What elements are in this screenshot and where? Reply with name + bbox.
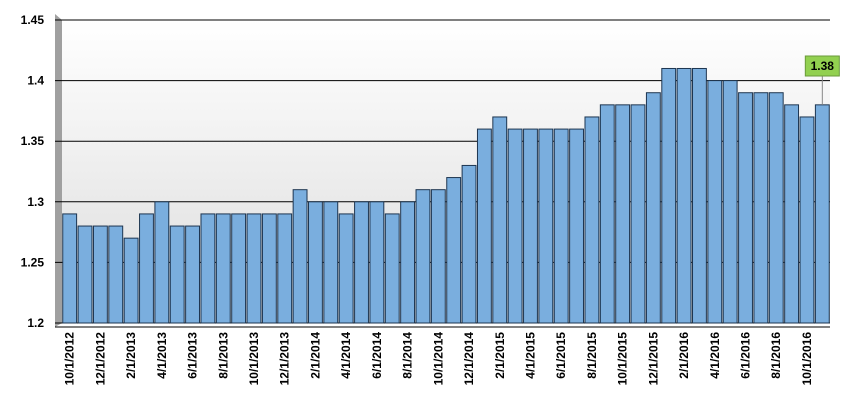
bar [492,116,508,324]
x-tick-label: 12/1/2012 [93,332,107,386]
bar [784,104,800,324]
bar [707,80,723,324]
x-tick-label: 6/1/2015 [554,332,568,379]
bar [292,189,308,324]
x-tick-label: 4/1/2013 [155,332,169,379]
x-tick-label: 10/1/2012 [63,332,77,386]
bar [231,213,247,324]
y-tick-label: 1.3 [27,195,44,209]
bar [215,213,231,324]
x-tick-label: 8/1/2016 [769,332,783,379]
x-tick-label: 6/1/2013 [186,332,200,379]
bar [553,128,569,324]
bar [108,225,124,324]
bar [661,67,677,324]
bar [139,213,154,324]
bar [676,67,692,324]
bar [584,116,600,324]
data-label: 1.38 [811,59,835,73]
bar [645,92,661,324]
x-tick-label: 8/1/2013 [216,332,230,379]
bar [415,189,431,324]
bar [615,104,631,324]
bar [722,80,738,324]
x-tick-label: 8/1/2014 [401,332,415,379]
x-tick-label: 10/1/2016 [800,332,814,386]
bar [400,201,416,324]
x-tick-label: 2/1/2014 [308,332,322,379]
x-tick-label: 4/1/2014 [339,332,353,379]
bar [169,225,185,324]
bar [538,128,554,324]
bar [384,213,400,324]
bar [354,201,369,324]
x-tick-label: 10/1/2015 [616,332,630,386]
bar [246,213,262,324]
bar [599,104,615,324]
bar [569,128,584,324]
bar [185,225,200,324]
data-label-box [804,55,840,77]
bar [753,92,769,324]
x-tick-label: 4/1/2015 [523,332,537,379]
x-tick-label: 12/1/2015 [646,332,660,386]
bar [430,189,446,324]
bar [92,225,108,324]
bar [738,92,753,324]
bar [523,128,538,324]
bar [323,201,339,324]
bar [277,213,293,324]
bar [799,116,815,324]
x-tick-label: 2/1/2015 [493,332,507,379]
y-tick-label: 1.35 [21,134,45,148]
axis-wall [55,14,62,327]
bar [62,213,78,324]
y-tick-label: 1.45 [21,13,45,27]
x-tick-label: 2/1/2016 [677,332,691,379]
x-tick-label: 6/1/2014 [370,332,384,379]
bar [308,201,323,324]
bar [77,225,93,324]
bar [369,201,385,324]
bar [154,201,170,324]
bar [261,213,277,324]
y-tick-label: 1.4 [27,74,44,88]
x-tick-label: 12/1/2014 [462,332,476,386]
bar [630,104,646,324]
bar [123,237,139,324]
bar [461,164,477,324]
x-tick-label: 6/1/2016 [739,332,753,379]
bar [446,177,462,324]
bar [692,67,707,324]
x-tick-label: 2/1/2013 [124,332,138,379]
bar [476,128,492,324]
bar [338,213,354,324]
x-tick-label: 10/1/2013 [247,332,261,386]
bar [200,213,216,324]
x-tick-label: 8/1/2015 [585,332,599,379]
y-tick-label: 1.2 [27,316,44,330]
y-tick-label: 1.25 [21,255,45,269]
x-tick-label: 4/1/2016 [708,332,722,379]
x-tick-label: 10/1/2014 [431,332,445,386]
bar [507,128,523,324]
bar [814,104,830,324]
bar [768,92,784,324]
x-tick-label: 12/1/2013 [278,332,292,386]
